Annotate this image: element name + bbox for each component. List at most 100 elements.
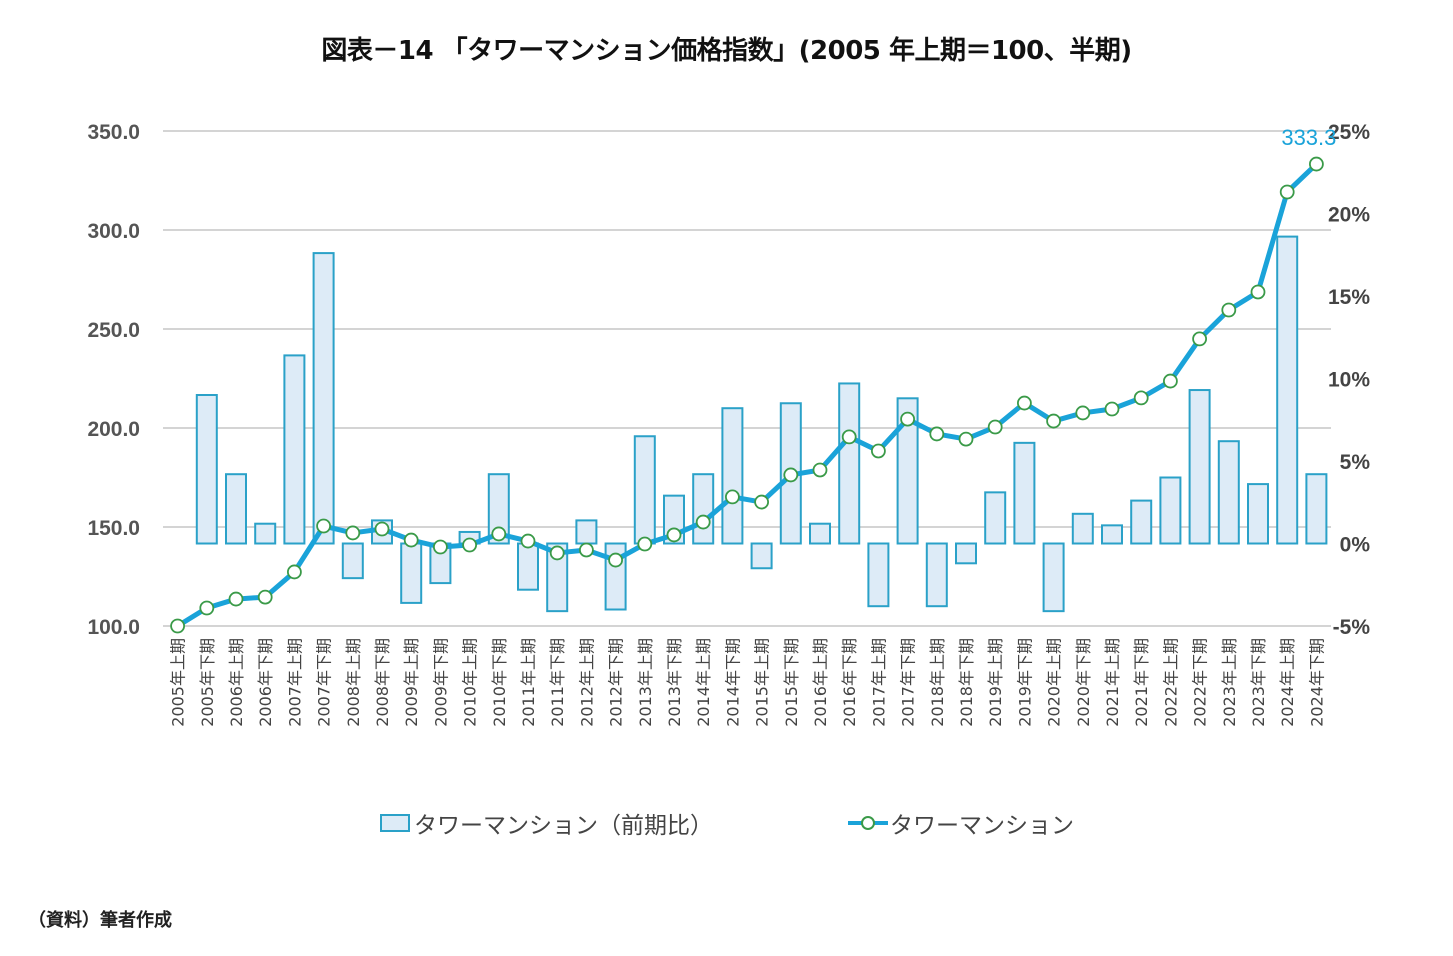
bar bbox=[839, 383, 859, 543]
x-tick-label: 2016年上期 bbox=[811, 638, 830, 727]
bar bbox=[576, 520, 596, 543]
bar bbox=[1160, 478, 1180, 544]
line-point bbox=[1252, 285, 1265, 298]
x-tick-label: 2024年上期 bbox=[1278, 638, 1297, 727]
right-tick-label: 0% bbox=[1340, 534, 1371, 557]
legend-bar-label: タワーマンション（前期比） bbox=[414, 806, 713, 840]
bar bbox=[284, 355, 304, 543]
x-tick-label: 2011年上期 bbox=[519, 638, 538, 727]
x-tick-label: 2017年上期 bbox=[869, 638, 888, 727]
line-point bbox=[930, 427, 943, 440]
line-point bbox=[522, 535, 535, 548]
bar bbox=[752, 544, 772, 569]
line-point bbox=[784, 468, 797, 481]
x-tick-label: 2009年上期 bbox=[402, 638, 421, 727]
line-point bbox=[1281, 185, 1294, 198]
line-point bbox=[1135, 391, 1148, 404]
left-tick-label: 150.0 bbox=[87, 517, 140, 540]
x-tick-label: 2013年上期 bbox=[636, 638, 655, 727]
line-point bbox=[755, 496, 768, 509]
x-tick-label: 2009年下期 bbox=[431, 638, 450, 727]
left-tick-label: 350.0 bbox=[87, 121, 140, 144]
bar bbox=[1073, 514, 1093, 544]
x-tick-label: 2013年下期 bbox=[665, 638, 684, 727]
bar bbox=[255, 524, 275, 544]
line-point bbox=[901, 413, 914, 426]
bar bbox=[985, 492, 1005, 543]
right-tick-label: -5% bbox=[1333, 616, 1371, 639]
line-point bbox=[638, 538, 651, 551]
x-tick-label: 2020年下期 bbox=[1074, 638, 1093, 727]
x-tick-label: 2007年下期 bbox=[315, 638, 334, 727]
legend-line-marker-icon bbox=[848, 813, 888, 833]
x-tick-label: 2012年下期 bbox=[607, 638, 626, 727]
x-tick-label: 2020年上期 bbox=[1045, 638, 1064, 727]
bar bbox=[401, 544, 421, 603]
left-tick-label: 100.0 bbox=[87, 616, 140, 639]
line-point bbox=[1047, 415, 1060, 428]
line-point bbox=[230, 593, 243, 606]
line-point bbox=[346, 526, 359, 539]
bar bbox=[226, 474, 246, 543]
annotations: 333.3 bbox=[1281, 125, 1336, 150]
line-point bbox=[843, 430, 856, 443]
x-tick-label: 2015年下期 bbox=[782, 638, 801, 727]
x-tick-label: 2022年上期 bbox=[1161, 638, 1180, 727]
bar bbox=[343, 544, 363, 579]
line-point bbox=[1106, 402, 1119, 415]
line-point bbox=[1193, 332, 1206, 345]
line-point bbox=[1222, 303, 1235, 316]
x-tick-label: 2006年下期 bbox=[256, 638, 275, 727]
x-tick-label: 2019年上期 bbox=[986, 638, 1005, 727]
x-tick-label: 2007年上期 bbox=[285, 638, 304, 727]
line-point bbox=[405, 534, 418, 547]
x-tick-label: 2014年下期 bbox=[723, 638, 742, 727]
line-point bbox=[551, 546, 564, 559]
legend-bar-swatch-icon bbox=[380, 814, 410, 832]
x-tick-label: 2021年上期 bbox=[1103, 638, 1122, 727]
bar-series bbox=[197, 237, 1327, 612]
line-point bbox=[376, 522, 389, 535]
right-tick-label: 15% bbox=[1328, 286, 1370, 309]
x-tick-label: 2010年上期 bbox=[461, 638, 480, 727]
left-tick-label: 300.0 bbox=[87, 220, 140, 243]
line-point bbox=[726, 490, 739, 503]
x-tick-label: 2005年上期 bbox=[169, 638, 188, 727]
bar bbox=[1131, 501, 1151, 544]
line-point bbox=[814, 463, 827, 476]
left-tick-label: 250.0 bbox=[87, 319, 140, 342]
line-point bbox=[317, 520, 330, 533]
bar bbox=[1219, 441, 1239, 543]
bar bbox=[1014, 443, 1034, 544]
gridlines bbox=[163, 131, 1331, 626]
line-point bbox=[463, 539, 476, 552]
x-tick-label: 2008年上期 bbox=[344, 638, 363, 727]
line-point bbox=[872, 444, 885, 457]
left-axis-ticks: 100.0 150.0 200.0 250.0 300.0 350.0 bbox=[87, 121, 140, 639]
bar bbox=[868, 544, 888, 607]
x-tick-label: 2016年下期 bbox=[840, 638, 859, 727]
x-tick-label: 2010年下期 bbox=[490, 638, 509, 727]
line-point bbox=[1310, 158, 1323, 171]
line-point bbox=[580, 543, 593, 556]
source-note: （資料）筆者作成 bbox=[28, 906, 172, 932]
line-point bbox=[1164, 375, 1177, 388]
bar bbox=[927, 544, 947, 607]
x-tick-label: 2014年上期 bbox=[694, 638, 713, 727]
x-tick-label: 2019年下期 bbox=[1015, 638, 1034, 727]
x-axis-labels: 2005年上期 2005年下期 2006年上期 2006年下期 2007年上期 2007年… bbox=[169, 638, 1327, 727]
bar bbox=[518, 544, 538, 590]
x-tick-label: 2005年下期 bbox=[198, 638, 217, 727]
x-tick-label: 2024年下期 bbox=[1307, 638, 1326, 727]
bar bbox=[810, 524, 830, 544]
line-point bbox=[434, 540, 447, 553]
bar bbox=[693, 474, 713, 543]
right-axis-ticks: -5% 0% 5% 10% 15% 20% 25% bbox=[1328, 121, 1370, 639]
legend-line-label: タワーマンション bbox=[890, 806, 1074, 840]
x-tick-label: 2021年下期 bbox=[1132, 638, 1151, 727]
x-tick-label: 2022年下期 bbox=[1191, 638, 1210, 727]
legend-item-bar: タワーマンション（前期比） bbox=[380, 806, 713, 840]
bar bbox=[1248, 484, 1268, 543]
x-tick-label: 2023年下期 bbox=[1249, 638, 1268, 727]
